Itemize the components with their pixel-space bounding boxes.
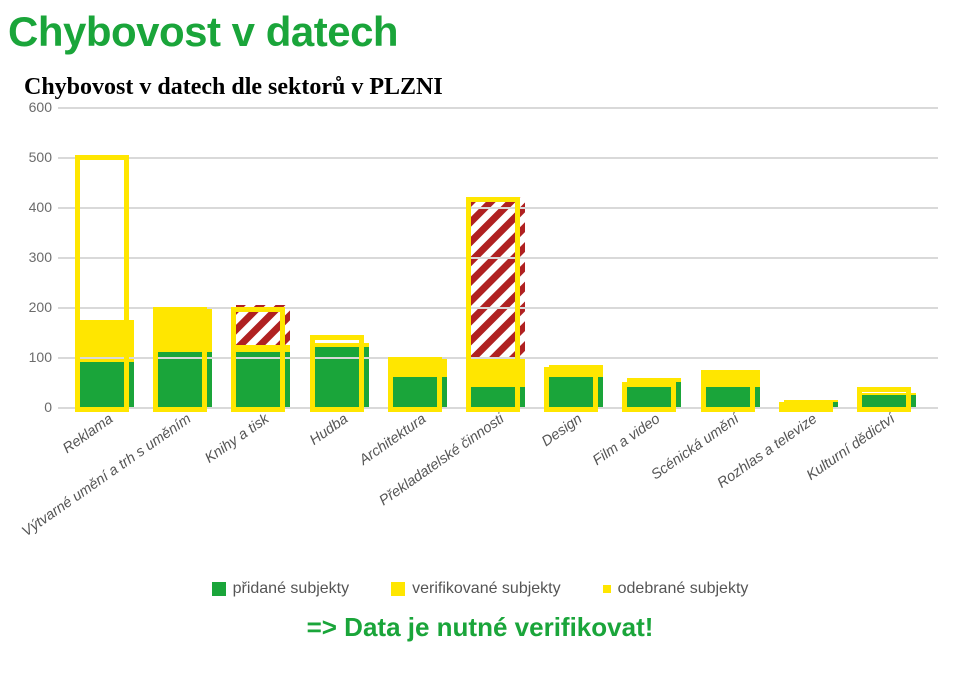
legend-item: verifikované subjekty bbox=[391, 580, 561, 598]
x-tick-label: Výtvarné umění a trh s uměním bbox=[146, 411, 224, 531]
bar-outline-removed bbox=[622, 382, 676, 412]
x-axis-labels: ReklamaVýtvarné umění a trh s uměnímKnih… bbox=[58, 411, 938, 531]
y-tick-label: 200 bbox=[18, 299, 52, 315]
legend: přidané subjekty verifikované subjekty ode… bbox=[0, 580, 960, 598]
bar bbox=[784, 400, 838, 408]
bar-outline-removed bbox=[701, 370, 755, 413]
legend-swatch bbox=[391, 582, 405, 596]
bar-outline-removed bbox=[544, 367, 598, 412]
bar-outline-removed bbox=[310, 335, 364, 413]
bar-outline-removed bbox=[231, 307, 285, 412]
bar bbox=[80, 320, 134, 408]
legend-label: odebrané subjekty bbox=[618, 580, 749, 598]
y-tick-label: 0 bbox=[18, 399, 52, 415]
legend-item: odebrané subjekty bbox=[603, 580, 749, 598]
x-tick-label: Hudba bbox=[303, 411, 381, 531]
legend-swatch bbox=[212, 582, 226, 596]
bar-outline-removed bbox=[466, 197, 520, 412]
bar-chart: 0100200300400500600 ReklamaVýtvarné uměn… bbox=[18, 107, 938, 452]
y-tick-label: 300 bbox=[18, 249, 52, 265]
chart-subtitle: Chybovost v datech dle sektorů v PLZNI bbox=[24, 74, 960, 101]
bar bbox=[627, 378, 681, 407]
legend-label: verifikované subjekty bbox=[412, 580, 561, 598]
bar bbox=[236, 305, 290, 408]
bar-outline-removed bbox=[779, 402, 833, 412]
bar-outline-removed bbox=[153, 307, 207, 412]
y-tick-label: 600 bbox=[18, 99, 52, 115]
conclusion-text: => Data je nutné verifikovat! bbox=[0, 612, 960, 643]
y-tick-label: 500 bbox=[18, 149, 52, 165]
bar-outline-removed bbox=[75, 155, 129, 413]
bar bbox=[393, 357, 447, 407]
bar bbox=[549, 365, 603, 408]
x-tick-label: Kulturní dědictví bbox=[850, 411, 928, 531]
bar bbox=[315, 343, 369, 407]
bar-outline-removed bbox=[857, 387, 911, 412]
gridline bbox=[58, 157, 938, 159]
bar bbox=[471, 197, 525, 407]
bar-outline-removed bbox=[388, 357, 442, 412]
legend-swatch bbox=[603, 585, 611, 593]
bar bbox=[706, 370, 760, 408]
page-title: Chybovost v datech bbox=[8, 8, 960, 56]
y-tick-label: 100 bbox=[18, 349, 52, 365]
legend-label: přidané subjekty bbox=[233, 580, 350, 598]
plot-area: 0100200300400500600 bbox=[58, 107, 938, 407]
bar bbox=[862, 393, 916, 408]
gridline bbox=[58, 107, 938, 109]
legend-item: přidané subjekty bbox=[212, 580, 350, 598]
x-tick-label: Knihy a tisk bbox=[224, 411, 302, 531]
x-tick-label: Design bbox=[537, 411, 615, 531]
bar bbox=[158, 307, 212, 407]
y-tick-label: 400 bbox=[18, 199, 52, 215]
x-tick-label: Překladatelské činnosti bbox=[459, 411, 537, 531]
